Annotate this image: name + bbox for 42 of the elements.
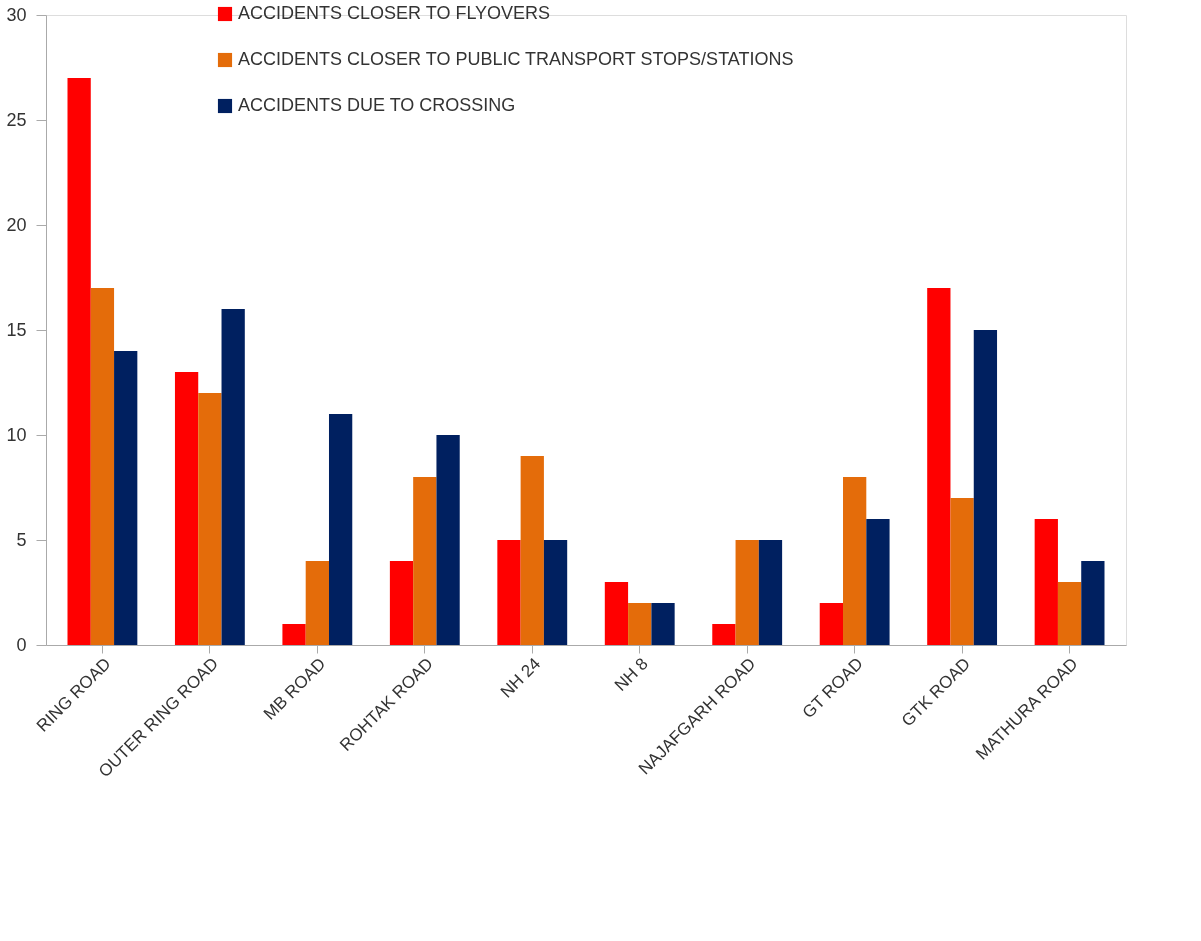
bar bbox=[174, 372, 199, 645]
bar bbox=[1057, 582, 1082, 645]
bar bbox=[819, 603, 844, 645]
y-tick-label: 15 bbox=[6, 319, 27, 340]
y-tick-label: 10 bbox=[6, 424, 27, 445]
bar bbox=[282, 624, 306, 645]
bar bbox=[198, 393, 222, 645]
bar bbox=[305, 561, 329, 645]
bar bbox=[543, 540, 568, 645]
bar bbox=[950, 498, 974, 645]
bar bbox=[1081, 561, 1105, 645]
bar bbox=[389, 561, 414, 645]
bar bbox=[413, 477, 437, 645]
x-tick-label: NH 24 bbox=[496, 654, 545, 702]
bar bbox=[712, 624, 736, 645]
bar bbox=[328, 414, 353, 645]
legend-label: ACCIDENTS CLOSER TO PUBLIC TRANSPORT STOPS/STATIONS bbox=[238, 49, 794, 69]
bar bbox=[758, 540, 783, 645]
bar bbox=[735, 540, 759, 645]
x-tick-label: NH 8 bbox=[610, 654, 652, 695]
y-tick-label: 5 bbox=[16, 529, 27, 550]
y-tick-label: 30 bbox=[6, 4, 27, 25]
bar bbox=[114, 351, 138, 645]
y-tick-label: 25 bbox=[6, 109, 27, 130]
bar bbox=[436, 435, 460, 645]
bar bbox=[628, 603, 652, 645]
bar bbox=[497, 540, 521, 645]
bar bbox=[90, 288, 115, 645]
bar bbox=[651, 603, 675, 645]
bar bbox=[604, 582, 629, 645]
bar bbox=[67, 78, 91, 645]
bar bbox=[221, 309, 245, 645]
bar bbox=[973, 330, 998, 645]
legend-label: ACCIDENTS CLOSER TO FLYOVERS bbox=[238, 3, 551, 23]
bar bbox=[866, 519, 890, 645]
y-tick-label: 0 bbox=[16, 634, 27, 655]
bar bbox=[520, 456, 544, 645]
bar bbox=[927, 288, 951, 645]
bar bbox=[843, 477, 867, 645]
y-tick-label: 20 bbox=[6, 214, 27, 235]
bar bbox=[1034, 519, 1058, 645]
legend-label: ACCIDENTS DUE TO CROSSING bbox=[238, 95, 516, 115]
